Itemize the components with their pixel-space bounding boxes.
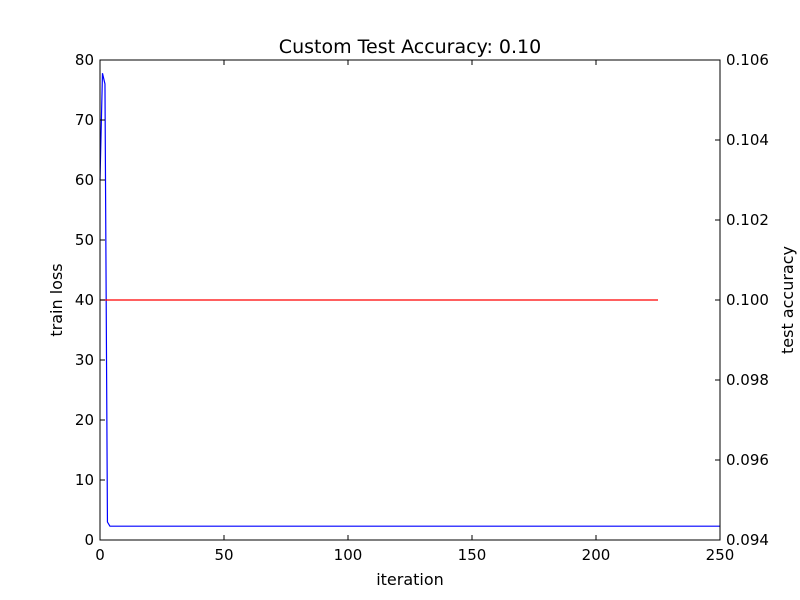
chart-title: Custom Test Accuracy: 0.10 bbox=[279, 36, 541, 58]
y-tick-label-right: 0.098 bbox=[726, 371, 769, 389]
x-axis-label: iteration bbox=[376, 570, 444, 589]
y-tick-label-right: 0.102 bbox=[726, 211, 769, 229]
y-tick-label-left: 40 bbox=[75, 291, 94, 309]
plot-frame bbox=[99, 59, 721, 541]
y-tick-label-left: 80 bbox=[75, 51, 94, 69]
ticks-layer: 0 50 100 150 200 250 0 10 20 30 40 50 60 70 80 0.094 0.0… bbox=[75, 51, 769, 564]
y-tick-label-left: 70 bbox=[75, 111, 94, 129]
x-tick-label: 200 bbox=[582, 546, 611, 564]
x-tick-label: 100 bbox=[334, 546, 363, 564]
x-tick-label: 50 bbox=[214, 546, 233, 564]
y-tick-label-right: 0.104 bbox=[726, 131, 769, 149]
y-tick-label-left: 0 bbox=[84, 531, 94, 549]
y-axis-label-left: train loss bbox=[47, 263, 66, 336]
y-axis-label-right: test accuracy bbox=[778, 246, 797, 354]
x-tick-label: 0 bbox=[95, 546, 105, 564]
y-tick-label-left: 20 bbox=[75, 411, 94, 429]
x-tick-label: 150 bbox=[458, 546, 487, 564]
y-tick-label-left: 60 bbox=[75, 171, 94, 189]
x-tick-label: 250 bbox=[706, 546, 735, 564]
y-tick-label-right: 0.100 bbox=[726, 291, 769, 309]
train-loss-line bbox=[99, 73, 720, 527]
y-tick-label-left: 50 bbox=[75, 231, 94, 249]
y-tick-label-left: 10 bbox=[75, 471, 94, 489]
series-layer bbox=[99, 73, 720, 527]
y-tick-label-right: 0.094 bbox=[726, 531, 769, 549]
y-tick-label-right: 0.096 bbox=[726, 451, 769, 469]
y-tick-label-right: 0.106 bbox=[726, 51, 769, 69]
y-tick-label-left: 30 bbox=[75, 351, 94, 369]
